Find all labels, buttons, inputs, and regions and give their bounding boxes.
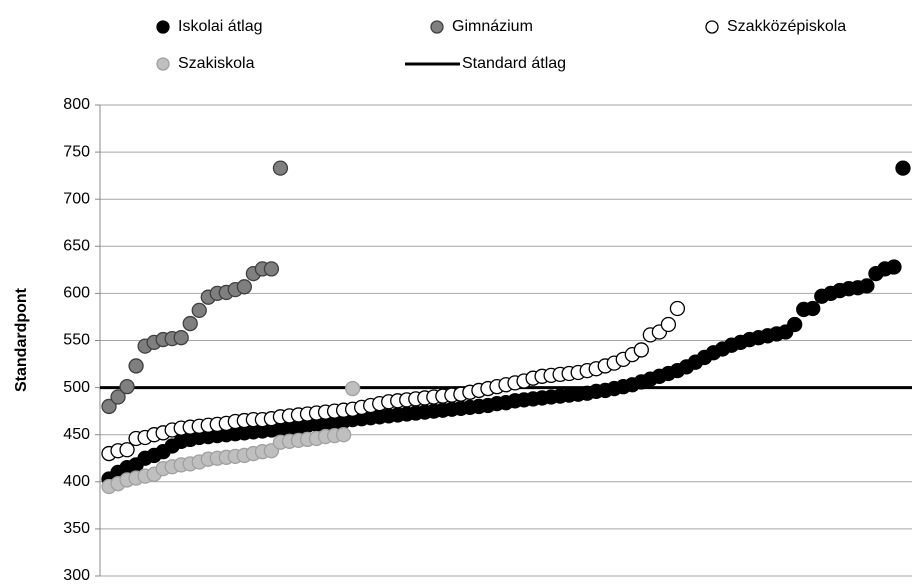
- point: [236, 279, 253, 295]
- point: [263, 261, 280, 277]
- y-tick-label: 600: [63, 285, 90, 302]
- y-axis-title: Standardpont: [13, 287, 30, 392]
- legend-label: Gimnázium: [452, 18, 533, 35]
- point: [787, 316, 803, 333]
- y-tick-label: 400: [63, 473, 90, 490]
- point: [110, 389, 126, 405]
- y-tick-label: 450: [63, 426, 90, 443]
- point: [669, 300, 686, 317]
- legend-label: Szakközépiskola: [727, 18, 846, 35]
- y-tick-label: 750: [63, 143, 90, 160]
- point: [128, 358, 144, 374]
- y-tick-label: 550: [63, 332, 90, 349]
- point: [660, 316, 677, 333]
- y-tick-label: 300: [63, 567, 90, 581]
- y-tick-label: 500: [63, 379, 90, 396]
- point: [344, 380, 361, 397]
- legend-marker: [156, 57, 170, 71]
- point: [119, 379, 135, 395]
- point: [182, 315, 198, 332]
- point: [895, 160, 911, 176]
- y-tick-label: 800: [63, 96, 90, 113]
- legend-marker: [156, 20, 170, 34]
- y-tick-label: 650: [63, 238, 90, 255]
- legend-label: Standard átlag: [462, 55, 566, 72]
- point: [805, 300, 821, 317]
- y-tick-label: 350: [63, 520, 90, 537]
- point: [886, 259, 902, 275]
- point: [859, 278, 875, 294]
- point: [101, 398, 117, 415]
- legend-label: Iskolai átlag: [178, 18, 263, 35]
- point: [173, 330, 189, 346]
- point: [119, 442, 135, 458]
- legend-marker: [430, 20, 444, 34]
- legend-marker: [705, 20, 719, 34]
- point: [335, 427, 352, 443]
- y-tick-label: 700: [63, 190, 90, 207]
- point: [272, 160, 289, 176]
- point: [633, 342, 649, 358]
- point: [191, 302, 207, 319]
- legend-label: Szakiskola: [178, 55, 255, 72]
